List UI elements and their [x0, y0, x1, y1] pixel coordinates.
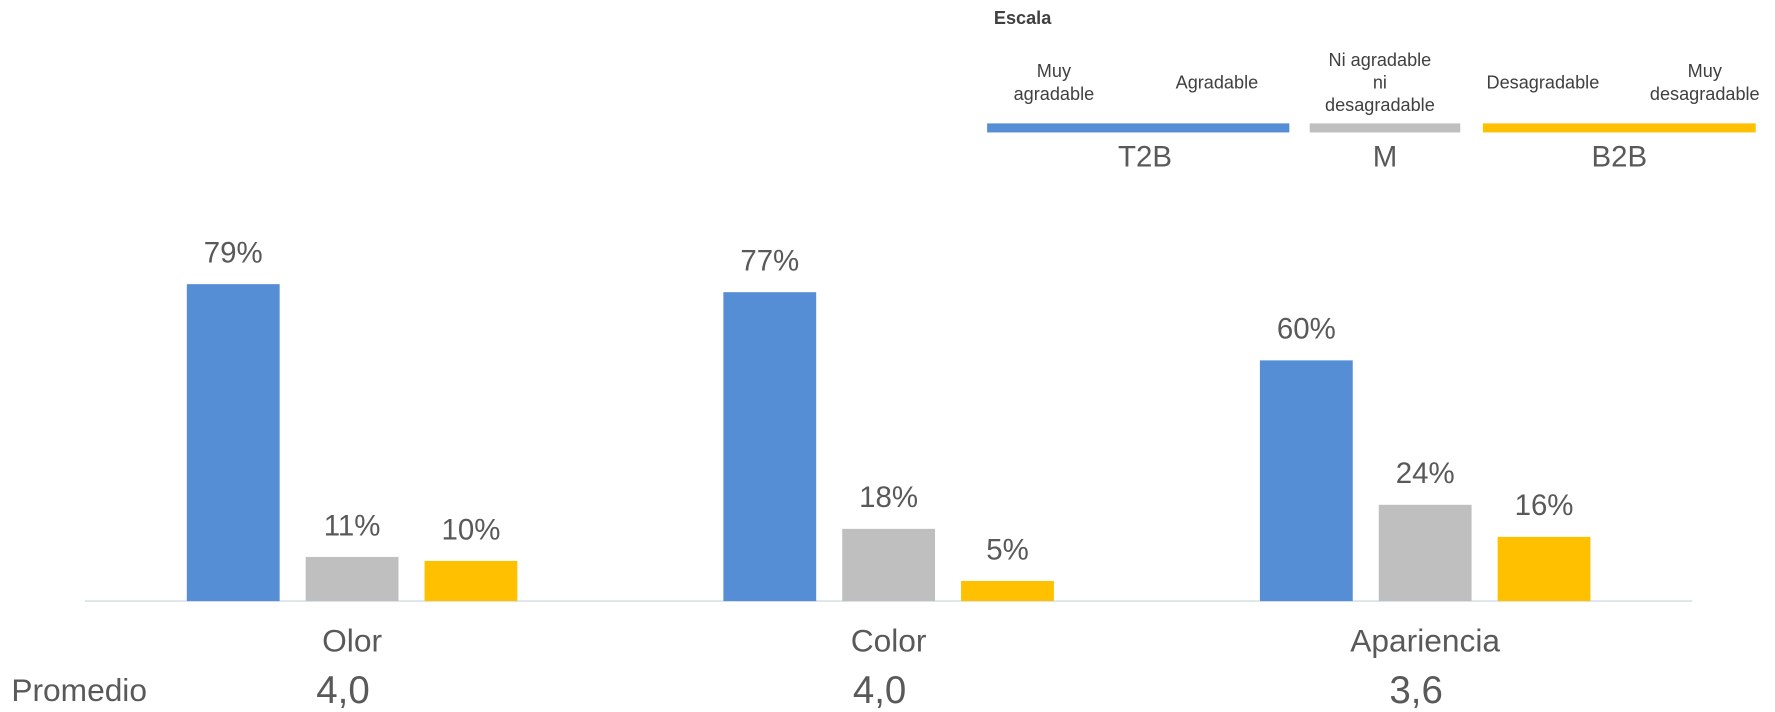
category-label: Apariencia	[1350, 622, 1500, 658]
bar	[424, 560, 518, 602]
average-value: 3,6	[1389, 669, 1442, 712]
scale-label: desagradable	[1650, 84, 1760, 104]
legend-label: M	[1373, 140, 1398, 173]
scale-label: desagradable	[1325, 95, 1435, 115]
scale-label: Agradable	[1176, 73, 1259, 93]
legend-swatch	[1309, 123, 1461, 133]
bar	[1259, 360, 1353, 602]
scale-label: ni	[1373, 73, 1387, 93]
scale-label: agradable	[1014, 84, 1095, 104]
scale-label: Muy	[1688, 61, 1723, 81]
average-value: 4,0	[316, 669, 369, 712]
scale-label: Ni agradable	[1329, 50, 1432, 70]
legend-label: B2B	[1591, 140, 1647, 173]
value-label: 5%	[986, 533, 1029, 566]
average-value: 4,0	[853, 669, 906, 712]
scale-label: Desagradable	[1487, 73, 1600, 93]
scale-label: Muy	[1037, 61, 1072, 81]
category-label: Olor	[322, 622, 382, 658]
bar	[961, 581, 1054, 602]
bar	[1378, 504, 1472, 602]
bar	[1497, 536, 1591, 602]
value-label: 24%	[1396, 457, 1455, 490]
bar	[186, 284, 280, 602]
value-label: 10%	[441, 513, 500, 546]
legend-label: T2B	[1118, 140, 1172, 173]
value-label: 16%	[1515, 489, 1574, 522]
value-label: 18%	[859, 481, 918, 514]
bar	[842, 528, 936, 602]
bar	[305, 556, 399, 602]
category-label: Color	[851, 622, 927, 658]
value-label: 60%	[1277, 313, 1336, 346]
legend-swatch	[987, 123, 1290, 133]
legend-swatch	[1482, 123, 1756, 133]
value-label: 11%	[324, 509, 381, 542]
value-label: 79%	[204, 236, 263, 269]
bar	[723, 292, 817, 602]
legend-title: Escala	[994, 8, 1052, 28]
average-label: Promedio	[11, 672, 147, 708]
value-label: 77%	[740, 245, 799, 278]
